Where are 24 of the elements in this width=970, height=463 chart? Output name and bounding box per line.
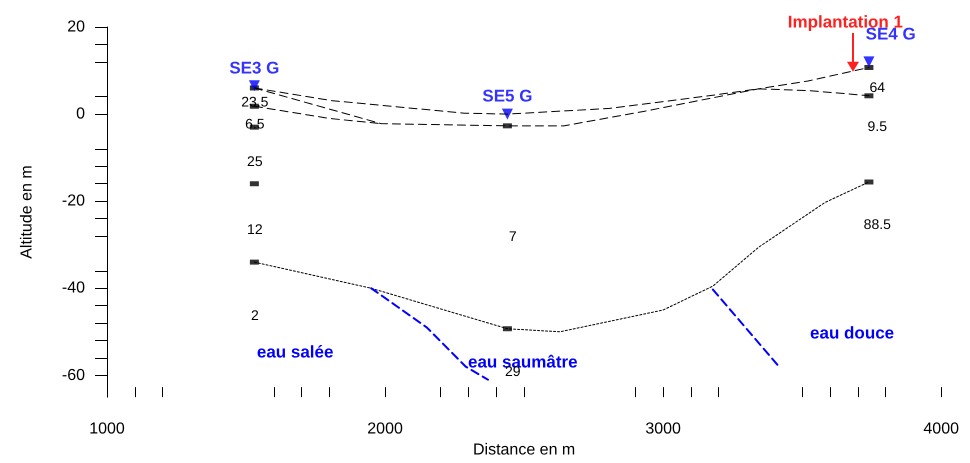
- y-tick-label: -20: [62, 192, 86, 210]
- annotation: 9.5: [868, 118, 888, 134]
- x-tick-label: 4000: [923, 420, 960, 438]
- x-tick-label: 3000: [645, 420, 682, 438]
- y-tick-label: 20: [67, 18, 86, 36]
- y-tick-label: -60: [62, 366, 86, 384]
- annotation: 7: [508, 228, 517, 244]
- y-tick-label: 0: [76, 106, 86, 123]
- y-tick-label: -40: [62, 280, 86, 297]
- annotation: 23.5: [241, 93, 269, 110]
- x-axis-title: Distance en m: [472, 442, 576, 458]
- annotation: eau douce: [810, 323, 894, 342]
- x-tick-label: 1000: [89, 420, 125, 438]
- annotation: 64: [869, 79, 886, 96]
- annotation: 88.5: [864, 216, 892, 232]
- annotation: 12: [247, 220, 263, 237]
- y-axis-title: Altitude en m: [18, 165, 36, 259]
- series-label: SE3 G: [229, 58, 280, 78]
- x-tick-label: 2000: [367, 420, 403, 438]
- annotation: 6.5: [245, 116, 265, 132]
- annotation: eau salée: [256, 342, 334, 362]
- annotation: 2: [250, 307, 259, 324]
- series-label: SE5 G: [482, 86, 532, 106]
- annotation: 25: [247, 153, 263, 170]
